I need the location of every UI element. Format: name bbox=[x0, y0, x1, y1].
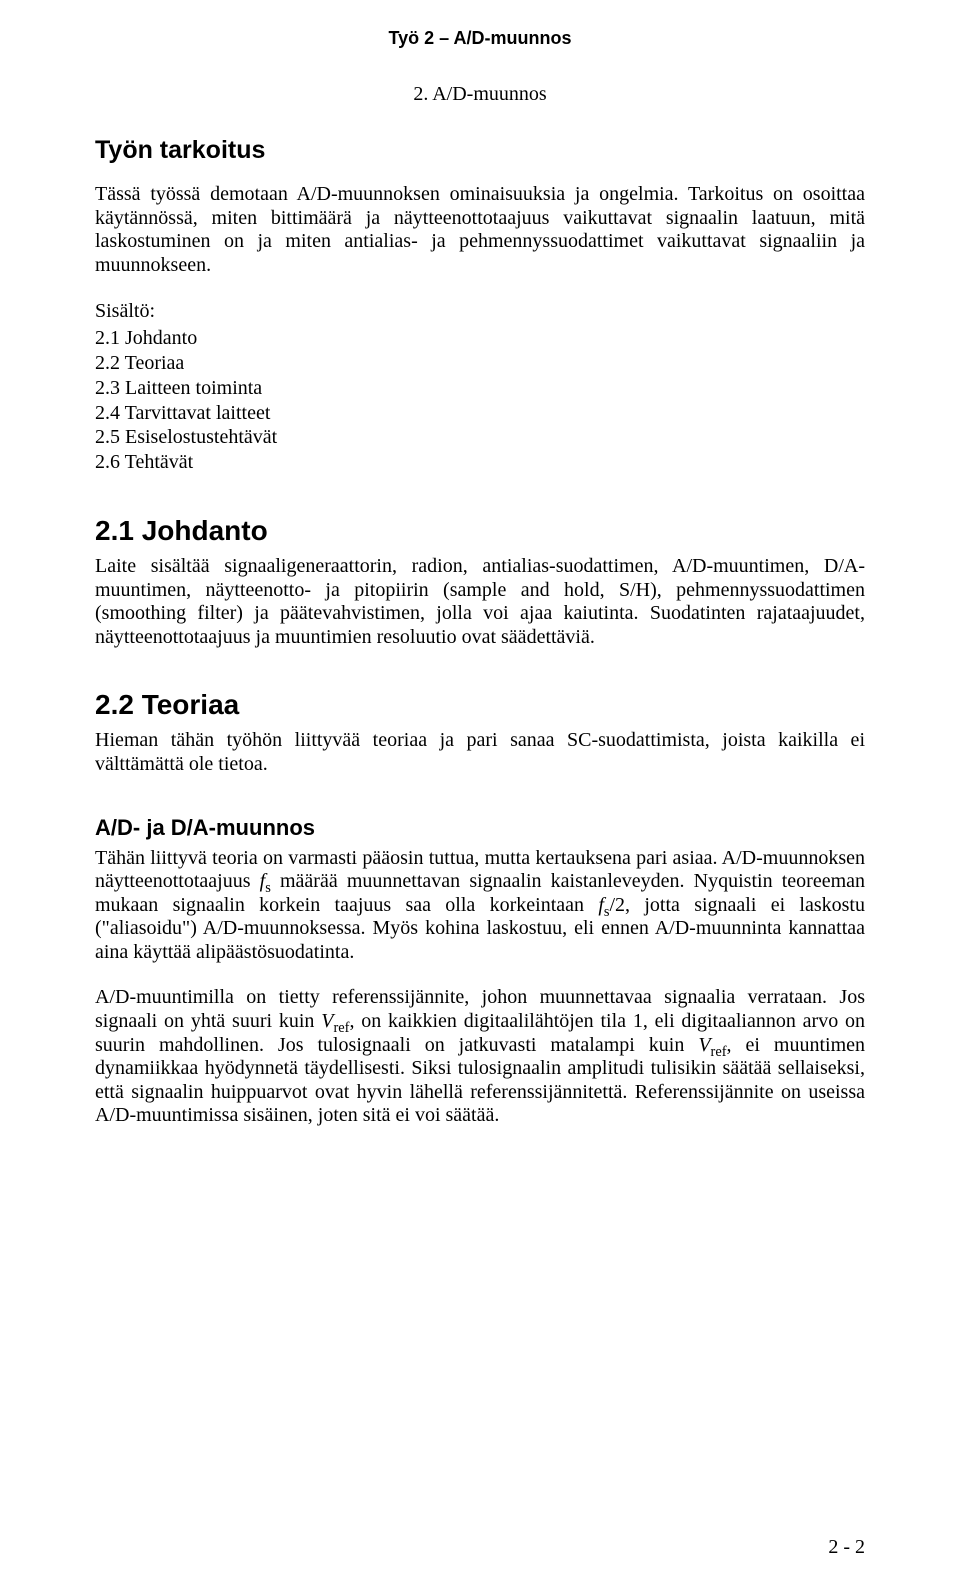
toc-item: 2.4 Tarvittavat laitteet bbox=[95, 401, 865, 426]
toc-item: 2.1 Johdanto bbox=[95, 326, 865, 351]
document-title: 2. A/D-muunnos bbox=[95, 83, 865, 106]
para-teoriaa: Hieman tähän työhön liittyvää teoriaa ja… bbox=[95, 729, 865, 776]
toc-item: 2.2 Teoriaa bbox=[95, 351, 865, 376]
var-vref: V bbox=[698, 1034, 710, 1056]
para-johdanto: Laite sisältää signaaligeneraattorin, ra… bbox=[95, 555, 865, 649]
toc-item: 2.5 Esiselostustehtävät bbox=[95, 425, 865, 450]
toc-item: 2.6 Tehtävät bbox=[95, 450, 865, 475]
toc-label: Sisältö: bbox=[95, 299, 865, 324]
running-header: Työ 2 – A/D-muunnos bbox=[95, 28, 865, 49]
heading-adda: A/D- ja D/A-muunnos bbox=[95, 815, 865, 841]
var-vref: V bbox=[321, 1010, 333, 1032]
para-tarkoitus: Tässä työssä demotaan A/D-muunnoksen omi… bbox=[95, 183, 865, 277]
page: Työ 2 – A/D-muunnos 2. A/D-muunnos Työn … bbox=[0, 0, 960, 1589]
para-adda-1: Tähän liittyvä teoria on varmasti pääosi… bbox=[95, 847, 865, 965]
table-of-contents: Sisältö: 2.1 Johdanto 2.2 Teoriaa 2.3 La… bbox=[95, 299, 865, 475]
toc-item: 2.3 Laitteen toiminta bbox=[95, 376, 865, 401]
heading-tarkoitus: Työn tarkoitus bbox=[95, 136, 865, 165]
para-adda-2: A/D-muuntimilla on tietty referenssijänn… bbox=[95, 986, 865, 1128]
page-number: 2 - 2 bbox=[828, 1536, 865, 1559]
heading-johdanto: 2.1 Johdanto bbox=[95, 515, 865, 547]
heading-teoriaa: 2.2 Teoriaa bbox=[95, 689, 865, 721]
